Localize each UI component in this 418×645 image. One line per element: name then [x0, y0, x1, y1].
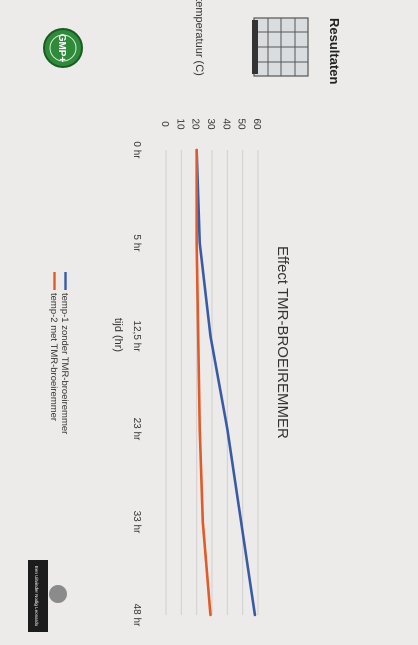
legend-label-1: temp-1 zonder TMR-broeiremmer [59, 293, 70, 434]
page-heading: Resultaten [327, 18, 342, 85]
inventor-logo: Een Uitvinder Nodig Leonardo [28, 560, 67, 632]
logo-caption: Een Uitvinder Nodig Leonardo [34, 566, 39, 627]
x-axis-label: tijd (hr) [112, 318, 124, 352]
x-tick-label: 12,5 hr [131, 320, 142, 352]
y-tick-label: 50 [236, 118, 247, 130]
x-tick-label: 23 hr [131, 418, 142, 441]
series-2-point [209, 614, 212, 616]
legend-label-2: temp-2 met TMR-broeiremmer [48, 293, 59, 421]
y-tick-label: 20 [190, 118, 201, 130]
chart-gridlines [165, 150, 259, 615]
chart-title: Effect TMR-BROEIREMMER [274, 246, 291, 439]
y-tick-label: 0 [159, 121, 170, 127]
y-tick-label: 40 [220, 118, 231, 130]
rotated-slide: Resultaten GMP+ E [28, 0, 342, 632]
x-tick-label: 5 hr [131, 234, 142, 252]
chart-series [195, 148, 257, 617]
y-tick-label: 10 [174, 118, 185, 130]
series-2-point [195, 149, 198, 151]
x-tick-label: 33 hr [131, 511, 142, 534]
gmp-badge-label: GMP+ [56, 34, 67, 63]
series-1-point [209, 335, 212, 337]
series-2-point [195, 242, 198, 244]
series-1-point [254, 614, 256, 616]
ibc-container-image [252, 17, 309, 77]
series-2-point [198, 428, 201, 430]
series-2-point [197, 335, 200, 337]
y-tick-labels: 0 10 20 30 40 50 60 [159, 118, 262, 130]
series-line-2 [195, 148, 212, 617]
y-tick-label: 30 [205, 118, 216, 130]
x-tick-label: 0 hr [131, 141, 142, 159]
y-axis-label: temperatuur (C) [193, 0, 205, 76]
series-1-point [226, 428, 229, 430]
x-tick-label: 48 hr [131, 604, 142, 627]
series-2-point [201, 521, 204, 523]
gmp-badge: GMP+ [43, 28, 83, 68]
y-tick-label: 60 [251, 118, 262, 130]
series-1-point [198, 242, 201, 244]
x-tick-labels: 0 hr 5 hr 12,5 hr 23 hr 33 hr 48 hr [131, 141, 142, 627]
